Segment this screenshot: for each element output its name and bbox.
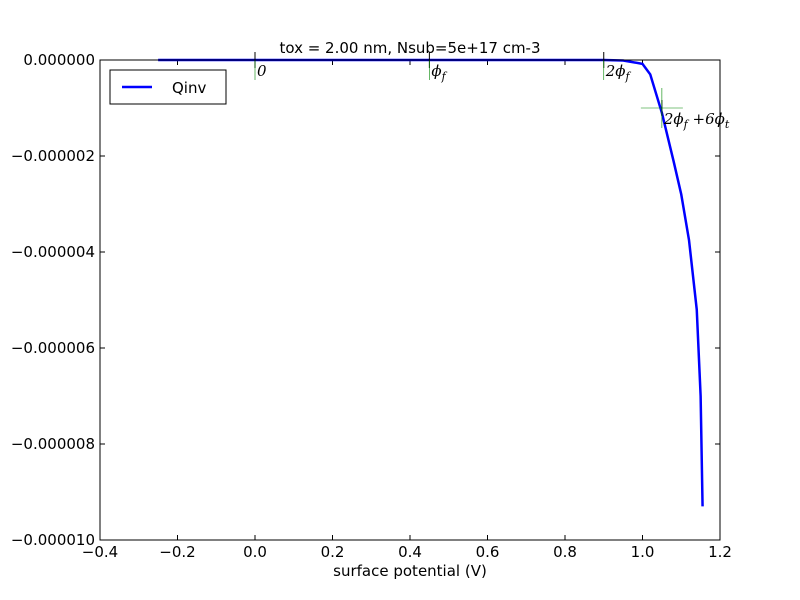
x-tick-label: 0.6 <box>476 543 500 561</box>
marker-label-part: 0 <box>257 62 267 80</box>
y-tick-label: 0.000000 <box>23 51 95 69</box>
marker-label: ϕf <box>431 62 447 83</box>
plot-frame <box>99 59 721 541</box>
y-tick-label: −0.000004 <box>11 243 95 261</box>
legend-label: Qinv <box>172 79 206 97</box>
x-tick-label: −0.2 <box>159 543 195 561</box>
legend: Qinv <box>109 69 227 105</box>
y-tick-label: −0.000010 <box>11 531 95 549</box>
x-tick-label: 0.2 <box>321 543 345 561</box>
x-tick-label: 1.0 <box>631 543 655 561</box>
marker-label: 2ϕf <box>605 62 632 83</box>
y-tick-label: −0.000006 <box>11 339 95 357</box>
x-tick-label: 0.0 <box>243 543 267 561</box>
marker-label-part: f <box>683 118 690 131</box>
marker-label: 0 <box>257 62 267 80</box>
marker-label-part: ϕ <box>431 62 441 80</box>
y-tick-label: −0.000008 <box>11 435 95 453</box>
x-tick-label: −0.4 <box>82 543 118 561</box>
marker-label-part: 2ϕ <box>605 62 626 80</box>
marker-label-part: 2ϕ <box>663 110 684 128</box>
chart-title: tox = 2.00 nm, Nsub=5e+17 cm-3 <box>279 39 540 57</box>
marker-label-part: t <box>725 118 730 131</box>
x-axis-label: surface potential (V) <box>333 562 487 580</box>
marker-label-part: +6ϕ <box>688 110 725 128</box>
marker-label: 2ϕf +6ϕt <box>663 110 730 131</box>
x-tick-label: 0.4 <box>398 543 422 561</box>
y-tick-label: −0.000002 <box>11 147 95 165</box>
marker-label-part: f <box>625 70 632 83</box>
x-tick-label: 1.2 <box>708 543 732 561</box>
marker-label-part: f <box>441 70 448 83</box>
x-tick-label: 0.8 <box>553 543 577 561</box>
